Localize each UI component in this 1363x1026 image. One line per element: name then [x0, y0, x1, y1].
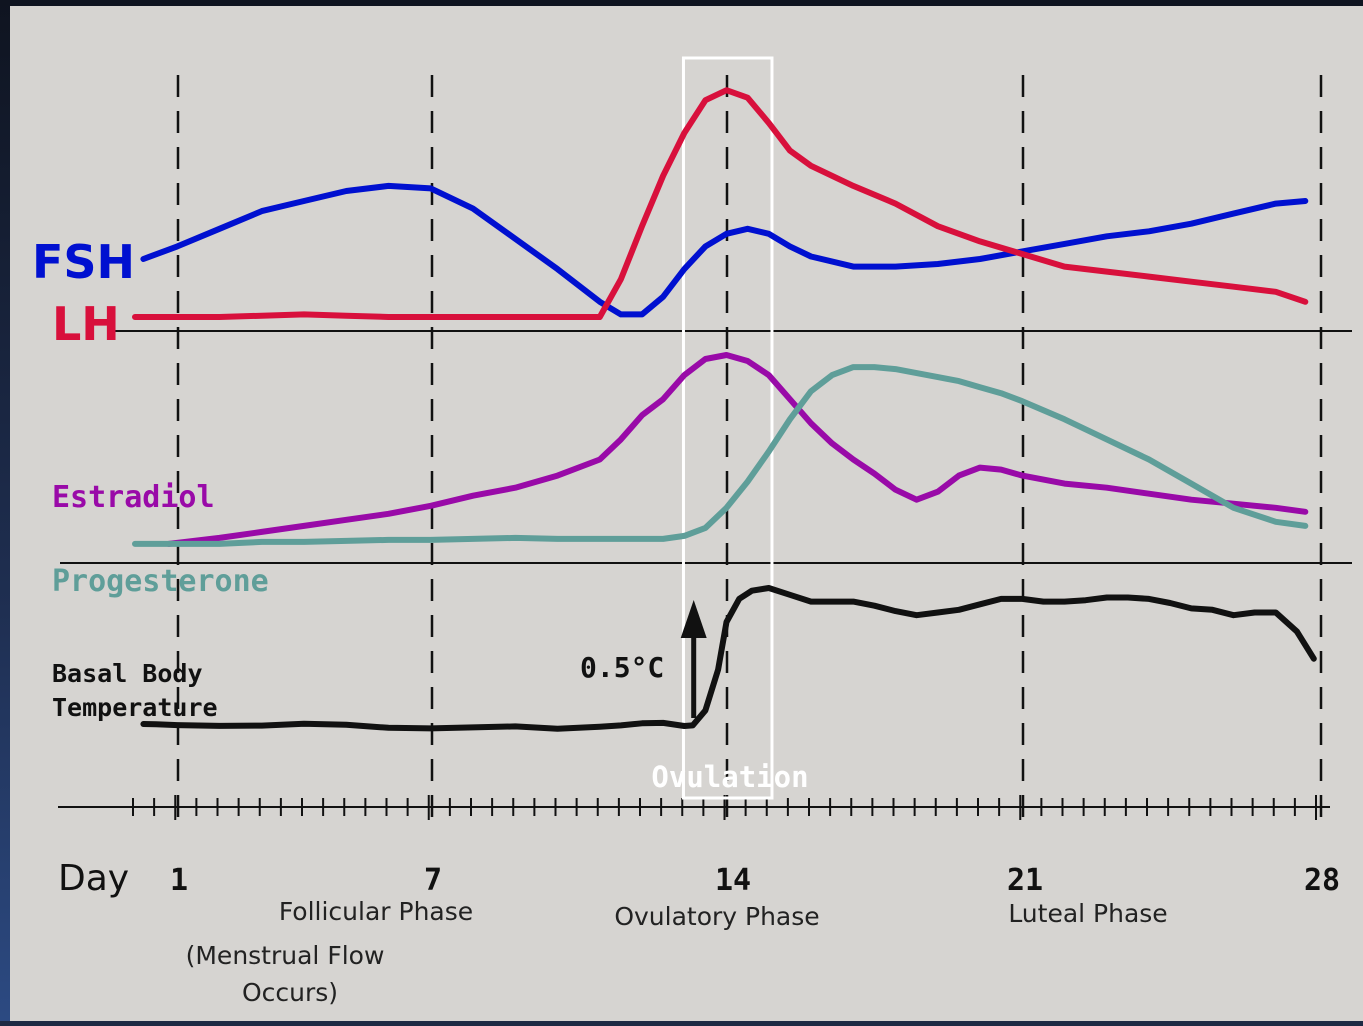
ovulation-label: Ovulation	[651, 760, 808, 794]
ovulation-box	[681, 56, 774, 800]
arrow-head	[680, 600, 707, 638]
series-label-estradiol: Estradiol	[52, 480, 215, 515]
series-line-basal-body-temperature	[140, 585, 1317, 732]
phase-note-line1: (Menstrual Flow	[186, 941, 385, 970]
phase-label-ovulatory: Ovulatory Phase	[614, 902, 819, 931]
x-axis-label: Day	[58, 858, 129, 899]
series-line-progesterone	[132, 364, 1309, 547]
tick-label-day-1: 1	[170, 863, 188, 898]
tick-label-day-21: 21	[1007, 863, 1043, 898]
temperature-rise-label: 0.5°C	[580, 651, 664, 684]
phase-label-luteal: Luteal Phase	[1008, 899, 1167, 928]
temperature-rise-arrow	[680, 600, 707, 718]
series-label-lh: LH	[52, 297, 120, 351]
series-line-estradiol	[165, 352, 1309, 547]
tick-label-day-7: 7	[424, 863, 442, 898]
tick-label-day-14: 14	[715, 863, 751, 898]
chart-panel	[10, 6, 1363, 1021]
series-line-lh	[132, 87, 1309, 320]
x-axis-ticks	[132, 795, 1317, 820]
tick-label-day-28: 28	[1304, 863, 1340, 898]
phase-label-follicular: Follicular Phase	[279, 897, 473, 926]
series-label-bbt-line2: Temperature	[52, 693, 218, 722]
series-line-fsh	[140, 182, 1309, 318]
gridlines	[176, 75, 1323, 820]
series-label-progesterone: Progesterone	[52, 564, 269, 599]
curves	[132, 87, 1317, 732]
phase-note-line2: Occurs)	[242, 978, 338, 1007]
series-label-fsh: FSH	[32, 235, 135, 289]
series-label-bbt-line1: Basal Body	[52, 659, 203, 688]
